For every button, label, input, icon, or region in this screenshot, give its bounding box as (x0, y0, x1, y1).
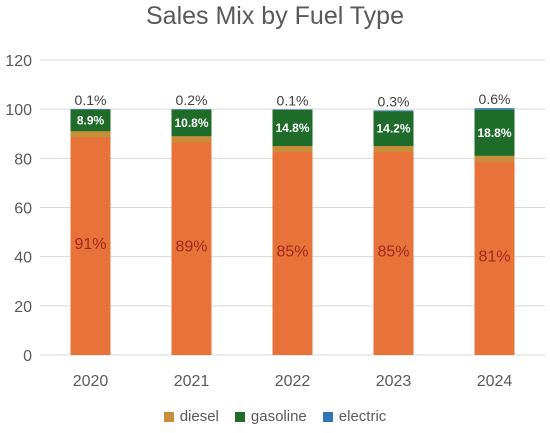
data-label-electric-2024: 0.6% (479, 91, 511, 107)
data-label-gasoline-2022: 14.8% (275, 121, 309, 135)
legend-label-electric: electric (338, 408, 387, 425)
data-label-gasoline-2021: 10.8% (174, 116, 208, 130)
bar-diesel-2021 (171, 136, 212, 355)
data-label-diesel-2023: 85% (377, 244, 409, 261)
bar-gasoline-2020 (70, 109, 111, 132)
legend-item-electric: electric (322, 408, 387, 425)
data-label-diesel-2022: 85% (276, 244, 308, 261)
x-tick-label-2023: 2023 (376, 373, 412, 390)
legend-swatch-electric (322, 411, 333, 422)
bar-gasoline-2021 (171, 109, 212, 137)
bar-diesel-top-band-2021 (171, 136, 212, 143)
y-tick-label-3: 60 (14, 201, 32, 218)
bar-electric-2024 (474, 108, 515, 110)
bar-electric-2020 (70, 109, 111, 110)
data-label-gasoline-2024: 18.8% (477, 126, 511, 140)
bar-gasoline-2022 (272, 109, 313, 147)
bar-diesel-2020 (70, 131, 111, 355)
data-label-electric-2023: 0.3% (378, 93, 410, 109)
data-label-electric-2020: 0.1% (75, 92, 107, 108)
legend-swatch-diesel (163, 411, 174, 422)
bar-electric-2022 (272, 109, 313, 110)
x-tick-label-2022: 2022 (275, 373, 311, 390)
x-tick-label-2020: 2020 (73, 373, 109, 390)
legend-swatch-gasoline (234, 411, 245, 422)
data-label-gasoline-2023: 14.2% (376, 122, 410, 136)
bar-diesel-top-band-2024 (474, 155, 515, 162)
y-tick-label-2: 40 (14, 250, 32, 267)
sales-mix-chart: 0 20 40 60 80 100 120 91% 8.9% 0.1% 2020 89% 10.8% 0.… (5, 53, 545, 390)
legend-label-diesel: diesel (179, 408, 219, 425)
bar-electric-2023 (373, 110, 414, 112)
bar-diesel-2023 (373, 146, 414, 355)
data-label-gasoline-2020: 8.9% (77, 113, 105, 127)
bar-diesel-top-band-2022 (272, 146, 313, 153)
bar-diesel-top-band-2023 (373, 146, 414, 153)
chart-title: Sales Mix by Fuel Type (146, 2, 404, 30)
legend-item-diesel: diesel (163, 408, 219, 425)
bar-gasoline-2024 (474, 109, 515, 156)
legend-item-gasoline: gasoline (234, 408, 307, 425)
legend-label-gasoline: gasoline (250, 408, 307, 425)
y-tick-label-4: 80 (14, 151, 32, 168)
data-label-electric-2021: 0.2% (176, 92, 208, 108)
bar-diesel-top-band-2020 (70, 131, 111, 138)
bar-diesel-2024 (474, 155, 515, 355)
y-tick-label-0: 0 (23, 348, 32, 365)
y-tick-label-1: 20 (14, 299, 32, 316)
y-tick-label-6: 120 (5, 53, 32, 70)
bar-diesel-2022 (272, 146, 313, 355)
y-tick-label-5: 100 (5, 102, 32, 119)
bar-gasoline-2023 (373, 111, 414, 147)
data-label-electric-2022: 0.1% (277, 92, 309, 108)
x-tick-label-2024: 2024 (477, 373, 513, 390)
x-tick-label-2021: 2021 (174, 373, 210, 390)
bar-electric-2021 (171, 109, 212, 110)
data-label-diesel-2020: 91% (74, 236, 106, 253)
chart-legend: diesel gasoline electric (0, 408, 550, 425)
data-label-diesel-2024: 81% (478, 248, 510, 265)
data-label-diesel-2021: 89% (175, 239, 207, 256)
